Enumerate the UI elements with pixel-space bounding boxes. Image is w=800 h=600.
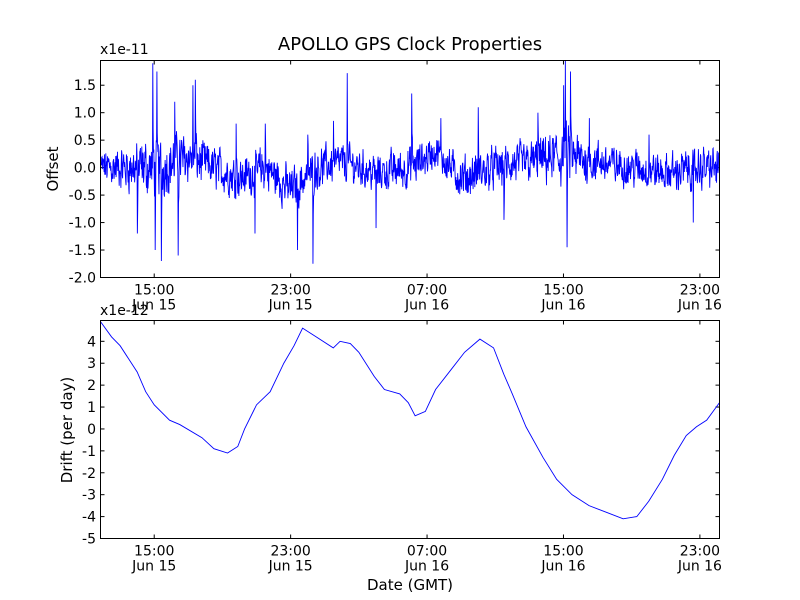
offset-panel: x1e-11 Offset -2.0 -1.5 -1.0 -0.5 0.0 0.5 1.0 1…: [44, 42, 722, 314]
y-tick-label: -3: [82, 488, 96, 504]
x-tick-label-time: 23:00: [270, 544, 310, 560]
offset-scale-label: x1e-11: [100, 42, 149, 58]
x-tick-label-date: Jun 16: [540, 559, 585, 575]
y-tick-label: -0.5: [69, 188, 96, 204]
chart-title: APOLLO GPS Clock Properties: [278, 34, 542, 55]
y-tick-label: -1.5: [69, 243, 96, 259]
x-tick-label-time: 07:00: [407, 544, 447, 560]
x-tick-label-time: 23:00: [270, 283, 310, 299]
drift-panel: x1e-12 Drift (per day) -5 -4 -3 -2 -1 0 1 2 3 4 1…: [58, 303, 722, 575]
y-tick-label: 4: [87, 334, 96, 350]
y-tick-label: 1.5: [74, 78, 96, 94]
drift-y-ticks: -5 -4 -3 -2 -1 0 1 2 3 4: [82, 334, 720, 548]
x-tick-label-date: Jun 15: [268, 559, 313, 575]
x-axis-label: Date (GMT): [367, 576, 453, 594]
x-tick-label-date: Jun 15: [131, 559, 176, 575]
y-tick-label: 1: [87, 400, 96, 416]
y-tick-label: 2: [87, 378, 96, 394]
x-tick-label-date: Jun 16: [404, 559, 449, 575]
y-tick-label: 0: [87, 422, 96, 438]
y-tick-label: -2.0: [69, 271, 96, 287]
y-tick-label: -5: [82, 532, 96, 548]
x-tick-label-time: 15:00: [543, 544, 583, 560]
y-tick-label: -1: [82, 444, 96, 460]
x-tick-label-time: 15:00: [134, 544, 174, 560]
drift-y-axis-label: Drift (per day): [58, 377, 76, 484]
x-tick-label-time: 15:00: [543, 283, 583, 299]
x-tick-label-date: Jun 15: [268, 298, 313, 314]
y-tick-label: 1.0: [74, 106, 96, 122]
x-tick-label-date: Jun 16: [677, 298, 722, 314]
drift-plot-frame: [100, 320, 720, 539]
offset-y-ticks: -2.0 -1.5 -1.0 -0.5 0.0 0.5 1.0 1.5: [69, 78, 720, 287]
drift-scale-label: x1e-12: [100, 303, 149, 319]
y-tick-label: -1.0: [69, 216, 96, 232]
offset-y-axis-label: Offset: [44, 146, 62, 191]
x-tick-label-date: Jun 16: [540, 298, 585, 314]
offset-series-line: [100, 60, 720, 264]
y-tick-label: 0.5: [74, 133, 96, 149]
x-tick-label-time: 23:00: [680, 544, 720, 560]
x-tick-label-date: Jun 16: [677, 559, 722, 575]
offset-plot-frame: [100, 60, 720, 278]
y-tick-label: 0.0: [74, 161, 96, 177]
x-tick-label-time: 15:00: [134, 283, 174, 299]
drift-series-line: [100, 321, 720, 520]
x-tick-label-date: Jun 15: [131, 298, 176, 314]
y-tick-label: -2: [82, 466, 96, 482]
y-tick-label: 3: [87, 356, 96, 372]
x-tick-label-date: Jun 16: [404, 298, 449, 314]
x-tick-label-time: 07:00: [407, 283, 447, 299]
x-tick-label-time: 23:00: [680, 283, 720, 299]
y-tick-label: -4: [82, 510, 96, 526]
